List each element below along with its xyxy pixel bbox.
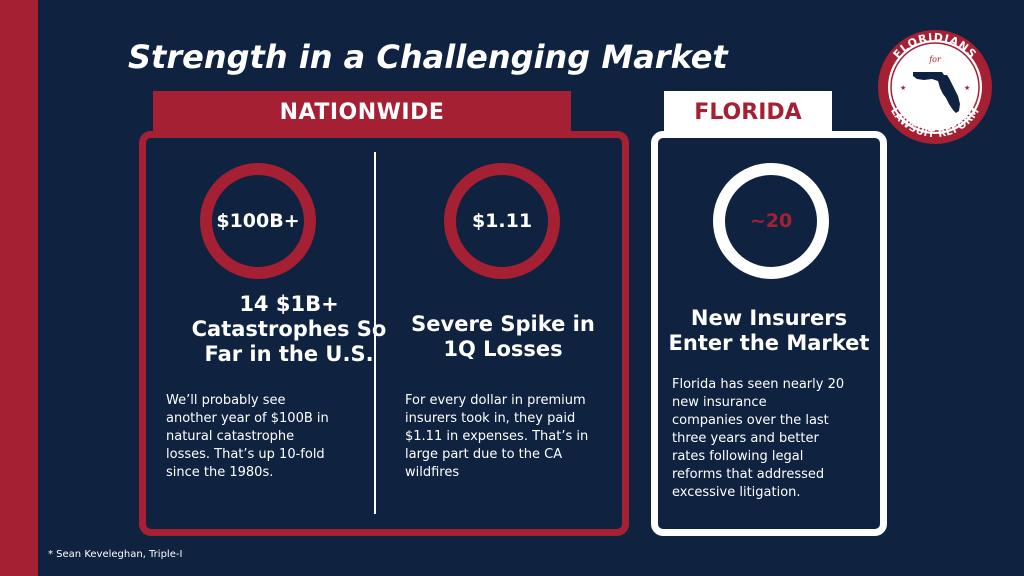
stat2-body: For every dollar in premium insurers too… bbox=[405, 393, 589, 480]
stat-circle-20: ~20 bbox=[713, 163, 829, 279]
svg-text:★: ★ bbox=[900, 84, 906, 92]
floridians-lawsuit-reform-logo: FLORIDIANS LAWSUIT REFORM for ★ ★ bbox=[878, 30, 992, 144]
stat-circle-1-11: $1.11 bbox=[444, 163, 560, 279]
stat-circle-100b: $100B+ bbox=[200, 163, 316, 279]
slide-title: Strength in a Challenging Market bbox=[128, 38, 728, 76]
source-footnote: * Sean Keveleghan, Triple-I bbox=[48, 549, 183, 560]
panel-divider bbox=[374, 152, 376, 514]
florida-map-icon bbox=[913, 72, 960, 113]
stat1-heading: 14 $1B+ Catastrophes So Far in the U.S. bbox=[191, 292, 387, 366]
stat1-body: We’ll probably see another year of $100B… bbox=[166, 393, 329, 480]
left-accent-stripe bbox=[0, 0, 38, 576]
svg-text:★: ★ bbox=[964, 84, 970, 92]
florida-tab: FLORIDA bbox=[664, 91, 832, 133]
nationwide-tab: NATIONWIDE bbox=[153, 91, 571, 133]
florida-stat-heading: New Insurers Enter the Market bbox=[668, 306, 870, 355]
stat2-heading: Severe Spike in 1Q Losses bbox=[411, 312, 595, 361]
florida-stat-body: Florida has seen nearly 20 new insurance… bbox=[672, 377, 845, 500]
logo-middle-text: for bbox=[928, 55, 942, 64]
